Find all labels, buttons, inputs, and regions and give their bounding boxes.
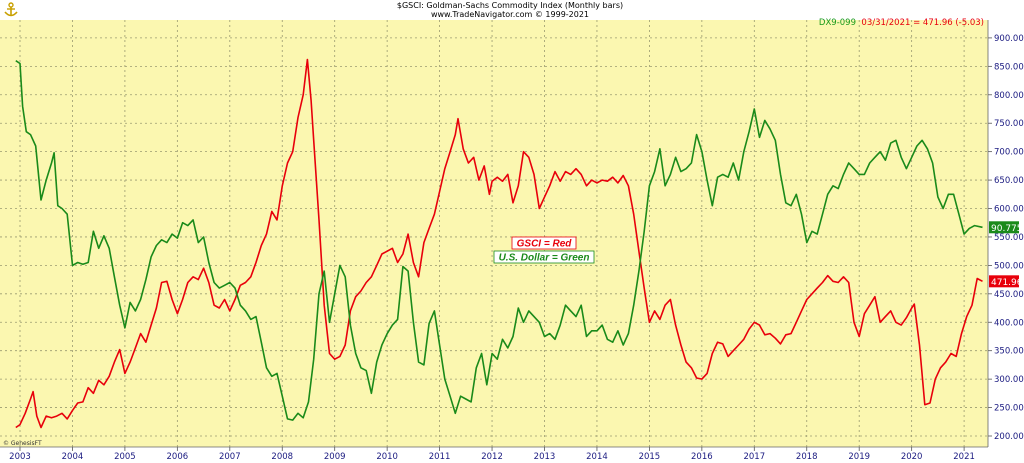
grid-lines [0,20,988,447]
anchor-logo-icon [4,2,18,17]
x-tick-label: 2013 [534,452,556,462]
y-tick-label: 600.00 [994,205,1024,215]
y-tick-label: 800.00 [994,91,1024,101]
x-tick-label: 2007 [219,452,241,462]
x-tick-label: 2005 [114,452,136,462]
y-axis: 200.00 250.00 300.00 350.00 400.00 450.00 500.… [987,20,1024,447]
series-line-usd [15,60,983,421]
y-tick-label: 500.00 [994,261,1024,271]
x-tick-label: 2014 [586,452,608,462]
quote-value: 03/31/2021 = 471.96 (-5.03) [861,18,984,28]
x-tick-label: 2018 [796,452,818,462]
x-tick-label: 2011 [429,452,451,462]
y-tick-label: 850.00 [994,62,1024,72]
x-tick-label: 2020 [901,452,923,462]
x-tick-label: 2009 [324,452,346,462]
plot-background [0,20,988,447]
annotation-text: U.S. Dollar = Green [499,253,590,264]
y-tick-label: 250.00 [994,404,1024,414]
x-tick-label: 2006 [167,452,189,462]
y-tick-label: 750.00 [994,119,1024,129]
price-label-box [989,221,1019,234]
x-tick-label: 2015 [639,452,661,462]
x-tick-label: 2016 [691,452,713,462]
price-labels: 90.775 471.96 [989,221,1023,288]
chart-subtitle: www.TradeNavigator.com © 1999-2021 [430,10,590,19]
y-tick-label: 350.00 [994,347,1024,357]
price-label-box [989,275,1019,288]
annotation-box [511,236,577,250]
legend-annotations: GSCI = Red U.S. Dollar = Green [493,236,595,264]
price-label-text: 471.96 [991,278,1023,288]
price-label-text: 90.775 [991,224,1023,234]
y-tick-label: 300.00 [994,375,1024,385]
y-tick-label: 650.00 [994,176,1024,186]
y-tick-label: 550.00 [994,233,1024,243]
x-tick-label: 2012 [481,452,503,462]
x-tick-label: 2017 [743,452,765,462]
x-tick-label: 2019 [848,452,870,462]
watermark: © GenesisFT [3,440,42,447]
x-axis: 2003 2004 2005 2006 2007 2008 2009 2010 2011 2012… [0,446,988,462]
x-tick-label: 2021 [953,452,975,462]
y-tick-label: 900.00 [994,34,1024,44]
series-layer [15,58,983,429]
quote-symbol: DX9-099 [818,18,856,28]
x-tick-label: 2008 [271,452,293,462]
y-tick-label: 700.00 [994,148,1024,158]
quote-readout: DX9-099 03/31/2021 = 471.96 (-5.03) [819,18,984,28]
annotation-box [493,250,595,264]
x-tick-label: 2003 [9,452,31,462]
y-tick-label: 450.00 [994,290,1024,300]
y-tick-label: 200.00 [994,432,1024,442]
series-line-gsci [15,58,983,429]
x-tick-label: 2010 [376,452,398,462]
y-tick-label: 400.00 [994,318,1024,328]
chart-title: $GSCI: Goldman-Sachs Commodity Index (Mo… [396,1,624,10]
x-tick-label: 2004 [62,452,84,462]
annotation-text: GSCI = Red [517,239,573,250]
